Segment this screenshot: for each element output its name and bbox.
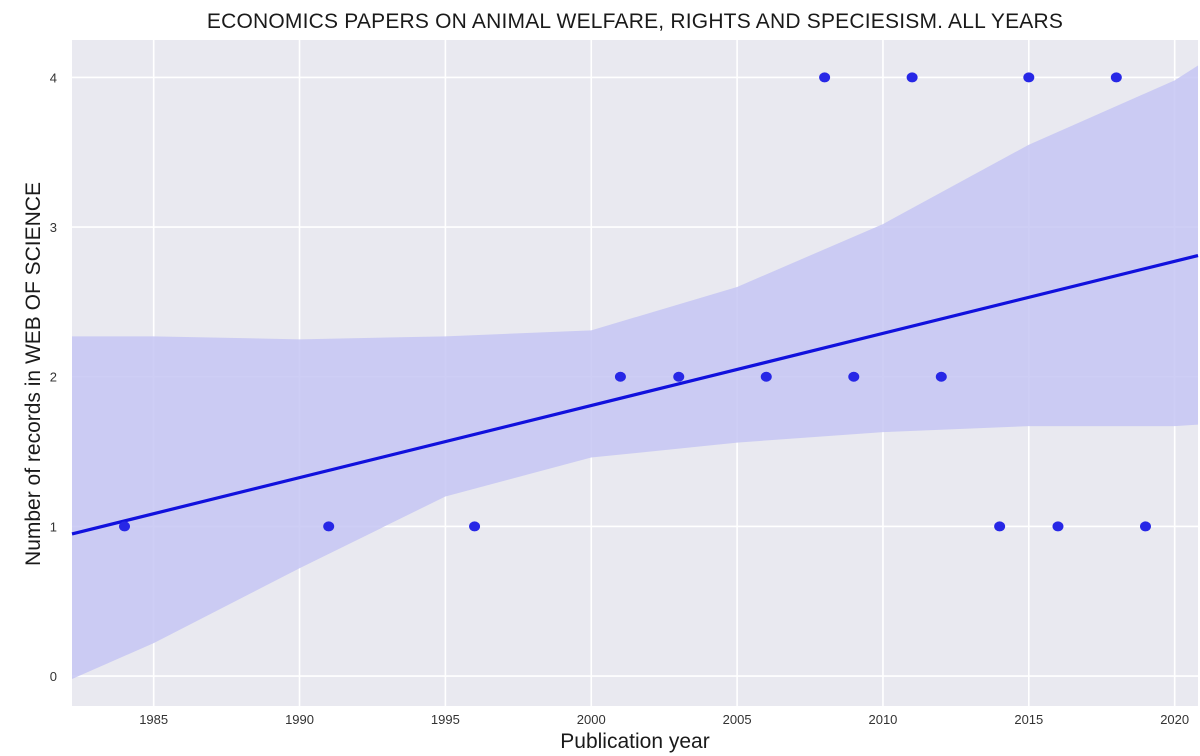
data-point (469, 521, 481, 532)
data-point (819, 72, 831, 83)
data-point (994, 521, 1006, 532)
x-tick-label: 2005 (723, 712, 752, 727)
x-tick-label: 1995 (431, 712, 460, 727)
x-axis-label: Publication year (560, 730, 710, 753)
x-tick-label: 1990 (285, 712, 314, 727)
regression-line (71, 253, 1199, 536)
chart-title: ECONOMICS PAPERS ON ANIMAL WELFARE, RIGH… (206, 10, 1064, 33)
y-tick-label: 3 (50, 220, 57, 235)
y-tick-label: 0 (50, 669, 57, 684)
data-point (323, 521, 335, 532)
y-axis-label: Number of records in WEB OF SCIENCE (22, 182, 45, 566)
data-point (848, 371, 860, 382)
data-point (906, 72, 918, 83)
y-tick-label: 2 (50, 370, 57, 385)
x-tick-label: 2015 (1014, 712, 1043, 727)
data-point (935, 371, 947, 382)
data-point (1052, 521, 1064, 532)
y-tick-label: 4 (50, 70, 57, 85)
data-point (1110, 72, 1122, 83)
data-point (614, 371, 626, 382)
data-point (1139, 521, 1151, 532)
y-tick-label: 1 (50, 519, 57, 534)
data-point (673, 371, 685, 382)
data-point (119, 521, 131, 532)
x-tick-label: 2010 (868, 712, 897, 727)
data-point (1023, 72, 1035, 83)
x-tick-label: 2000 (577, 712, 606, 727)
data-point (760, 371, 772, 382)
x-tick-label: 1985 (139, 712, 168, 727)
confidence-band (72, 65, 1198, 680)
x-tick-label: 2020 (1160, 712, 1189, 727)
